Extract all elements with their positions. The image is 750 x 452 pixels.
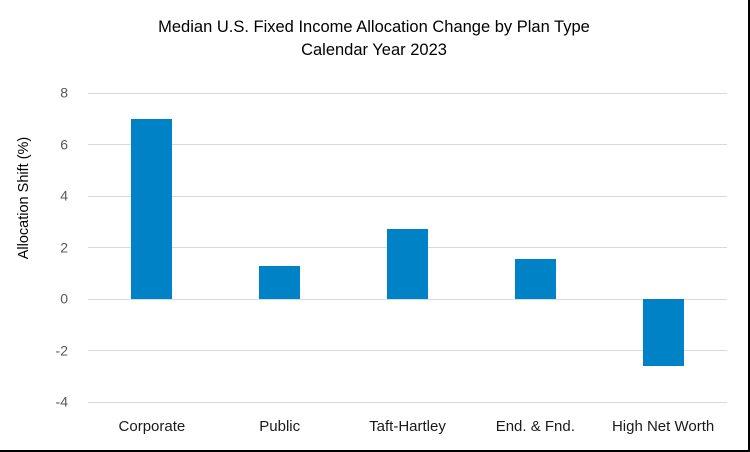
gridline <box>88 195 727 197</box>
gridline <box>88 401 727 403</box>
category-label: Public <box>259 418 301 435</box>
y-tick-label: 0 <box>60 290 68 307</box>
y-tick-label: -4 <box>55 393 68 410</box>
y-tick-label: -2 <box>55 342 68 359</box>
bar-taft-hartley <box>387 229 428 299</box>
category-label: High Net Worth <box>611 418 715 435</box>
gridline <box>88 298 727 300</box>
y-tick-label: 2 <box>60 239 68 256</box>
gridline <box>88 92 727 94</box>
bar-end-fnd <box>514 259 556 299</box>
bar-high-net-worth <box>642 299 684 366</box>
chart-title-line1: Median U.S. Fixed Income Allocation Chan… <box>158 18 590 36</box>
category-label: Corporate <box>118 418 186 435</box>
y-axis-ticks: 8 6 4 2 0 -2 -4 <box>28 85 68 410</box>
bar-corporate <box>131 118 173 299</box>
x-axis-labels: Corporate Public Taft-Hartley End. & Fnd. Hi… <box>88 418 727 442</box>
chart-title-line2: Calendar Year 2023 <box>301 41 447 59</box>
category-label: Taft-Hartley <box>369 418 446 435</box>
bar-public <box>259 265 301 299</box>
y-tick-label: 8 <box>60 84 68 101</box>
chart-title: Median U.S. Fixed Income Allocation Chan… <box>0 16 748 62</box>
plot-area <box>88 92 727 403</box>
gridline <box>88 144 727 145</box>
y-tick-label: 4 <box>60 187 68 204</box>
category-label: End. & Fnd. <box>495 418 575 435</box>
gridline <box>88 350 727 351</box>
y-tick-label: 6 <box>60 136 68 153</box>
